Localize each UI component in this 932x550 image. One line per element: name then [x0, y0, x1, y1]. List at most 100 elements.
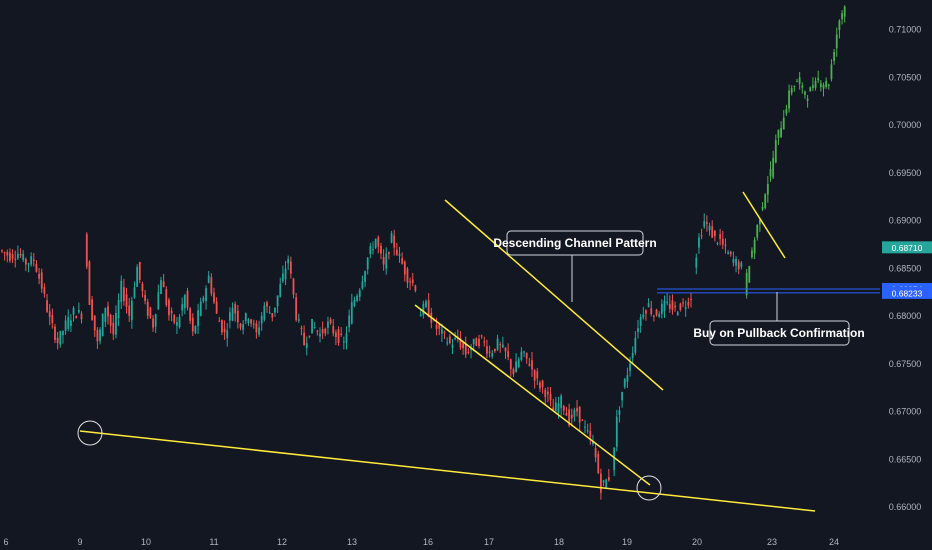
price-tick-label: 0.66500 [889, 454, 922, 464]
low-circle-left[interactable] [77, 420, 103, 446]
candle-body [451, 344, 454, 348]
candle-body [411, 279, 414, 284]
candle-body [181, 304, 184, 311]
candle-body [467, 351, 470, 353]
candle-body [398, 253, 401, 256]
price-axis[interactable]: 0.71000 0.70500 0.70000 0.69500 0.69000 0.685… [889, 25, 922, 512]
candle-body [528, 363, 531, 366]
candle-body [255, 323, 258, 333]
callout-channel-text: Descending Channel Pattern [493, 236, 656, 250]
candle-body [835, 34, 838, 49]
candle-body [38, 273, 40, 279]
candle-body [189, 308, 192, 321]
candle-body [438, 324, 441, 329]
candle-body [297, 319, 300, 321]
candle-body [258, 327, 260, 335]
candle-body [637, 328, 639, 332]
candle-body [289, 261, 292, 274]
candle-body [748, 266, 751, 283]
candle-body [194, 326, 197, 333]
callout-channel[interactable]: Descending Channel Pattern [493, 230, 657, 302]
candle-body [801, 85, 804, 88]
candle-body [653, 315, 655, 317]
candle-body [422, 303, 425, 316]
candle-body [745, 272, 748, 296]
candle-body [708, 225, 711, 231]
candle-body [266, 302, 268, 307]
candle-body [721, 238, 724, 245]
candle-body [806, 98, 809, 101]
candle-body [753, 239, 756, 254]
candle-body [295, 297, 298, 320]
candle-body [777, 129, 780, 138]
candle-body [356, 295, 358, 301]
candle-body [279, 284, 282, 297]
price-tick-label: 0.67500 [889, 359, 922, 369]
candle-body [372, 249, 374, 251]
candle-body [602, 480, 605, 483]
price-tick-label: 0.67000 [889, 407, 922, 417]
candle-body [115, 312, 117, 335]
low-circle-right[interactable] [636, 475, 662, 501]
candle-body [229, 312, 231, 321]
candle-body [183, 295, 186, 309]
candle-body [335, 332, 337, 338]
candle-body [414, 285, 417, 291]
price-tick-label: 0.69500 [889, 168, 922, 178]
candle-body [88, 261, 91, 305]
candle-body [191, 317, 194, 332]
candle-body [843, 6, 846, 17]
candle-body [520, 351, 523, 360]
candle-body [199, 301, 202, 316]
candle-body [401, 258, 404, 264]
candle-body [573, 409, 576, 417]
time-axis[interactable]: 6 9 10 11 12 13 16 17 18 19 20 23 24 [3, 537, 839, 547]
drawings[interactable]: Descending Channel Pattern Buy on Pullba… [77, 191, 865, 512]
candle-body [276, 295, 279, 307]
candle-body [544, 390, 547, 398]
candle-body [740, 262, 743, 268]
candle-body [377, 237, 380, 247]
candle-body [236, 310, 239, 323]
candle-body [645, 310, 647, 314]
candle-body [597, 453, 600, 474]
candle-body [504, 347, 507, 352]
candle-body [562, 405, 565, 411]
candle-body [263, 305, 266, 320]
candle-body [666, 301, 669, 304]
candle-body [321, 329, 324, 334]
lower-trendline[interactable] [79, 430, 816, 512]
candle-body [223, 328, 226, 333]
pullback-line[interactable] [742, 191, 786, 259]
candle-body [3, 252, 6, 254]
candle-body [785, 109, 788, 114]
candle-body [443, 332, 446, 334]
candle-body [374, 238, 377, 248]
candle-body [409, 281, 411, 283]
time-tick-label: 6 [3, 537, 8, 547]
candle-body [830, 64, 833, 80]
candle-body [475, 338, 478, 346]
candle-body [130, 300, 133, 321]
candle-body [154, 314, 157, 327]
callout-buy[interactable]: Buy on Pullback Confirmation [693, 292, 865, 346]
candle-body [337, 329, 340, 344]
candle-body [539, 382, 541, 389]
candle-body [703, 221, 706, 227]
candle-body [711, 226, 714, 238]
candle-body [756, 224, 759, 238]
candle-body [682, 302, 684, 304]
candle-body [833, 51, 835, 61]
candle-body [123, 287, 125, 301]
candle-body [501, 344, 504, 348]
candle-body [618, 410, 621, 415]
channel-upper-line[interactable] [444, 199, 664, 391]
candle-body [160, 280, 162, 294]
candle-body [342, 341, 345, 343]
candle-body [759, 219, 761, 225]
channel-lower-line[interactable] [414, 304, 651, 486]
candle-body [197, 310, 199, 327]
candle-body [496, 338, 499, 350]
